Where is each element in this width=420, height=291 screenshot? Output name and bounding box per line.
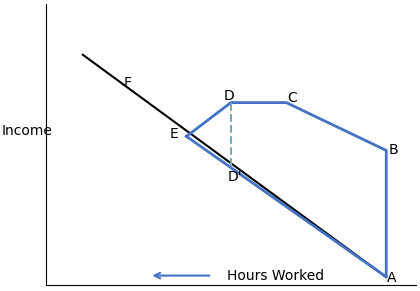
Text: B: B	[389, 143, 399, 157]
Text: D: D	[223, 88, 234, 103]
Text: A: A	[387, 272, 396, 285]
Text: E: E	[169, 127, 178, 141]
Text: Hours Worked: Hours Worked	[227, 269, 324, 283]
Text: D': D'	[227, 170, 242, 184]
Text: C: C	[287, 91, 297, 105]
Text: Income: Income	[2, 124, 53, 138]
Text: F: F	[123, 76, 131, 90]
